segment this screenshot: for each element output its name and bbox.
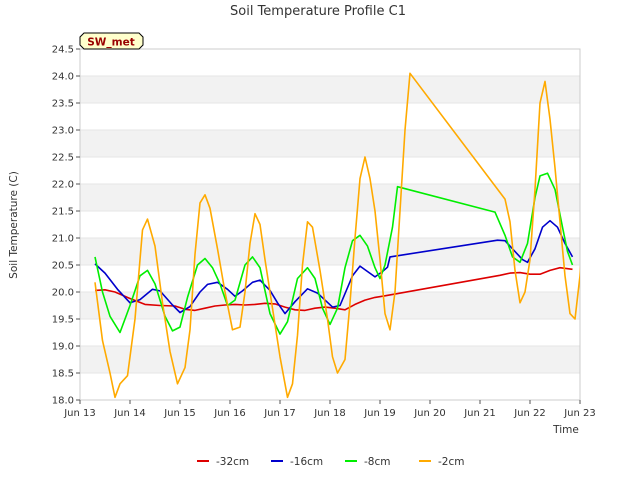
y-tick-label: 23.0 xyxy=(52,126,74,137)
background-band xyxy=(80,238,580,265)
y-tick-label: 20.0 xyxy=(52,288,74,299)
x-tick-label: Jun 16 xyxy=(213,408,246,419)
y-axis-label: Soil Temperature (C) xyxy=(8,171,20,279)
station-badge: SW_met xyxy=(79,32,144,50)
background-band xyxy=(80,184,580,211)
y-tick-label: 22.0 xyxy=(52,180,74,191)
series-lines xyxy=(94,72,580,399)
station-badge-box xyxy=(79,32,144,50)
y-tick-label: 18.5 xyxy=(52,369,74,380)
y-tick-label: 24.0 xyxy=(52,72,74,83)
legend: -32cm -16cm -8cm -2cm xyxy=(197,456,464,468)
background-band xyxy=(80,157,580,184)
x-tick-label: Jun 18 xyxy=(313,408,346,419)
y-tick-label: 19.5 xyxy=(52,315,74,326)
x-tick-label: Jun 19 xyxy=(363,408,396,419)
series-line-16cm xyxy=(94,219,574,315)
legend-label: -2cm xyxy=(438,456,464,468)
y-axis-ticks: 18.0 18.5 19.0 19.5 20.0 20.5 21.0 21.5 22.0 22.5… xyxy=(52,45,80,407)
x-tick-label: Jun 14 xyxy=(113,408,146,419)
legend-label: -32cm xyxy=(216,456,249,468)
background-band xyxy=(80,103,580,130)
background-band xyxy=(80,49,580,76)
y-tick-label: 23.5 xyxy=(52,99,74,110)
background-band xyxy=(80,346,580,373)
x-tick-label: Jun 23 xyxy=(563,408,596,419)
legend-label: -16cm xyxy=(290,456,323,468)
background-bands xyxy=(80,49,580,400)
series-line-2cm xyxy=(94,72,580,399)
y-tick-label: 22.5 xyxy=(52,153,74,164)
y-tick-label: 21.5 xyxy=(52,207,74,218)
x-tick-label: Jun 22 xyxy=(513,408,546,419)
series-line-8cm xyxy=(94,172,574,335)
background-band xyxy=(80,373,580,400)
x-axis-ticks: Jun 13 Jun 14 Jun 15 Jun 16 Jun 17 Jun 18 Jun … xyxy=(63,400,596,419)
station-badge-label: SW_met xyxy=(87,37,134,49)
y-tick-label: 20.5 xyxy=(52,261,74,272)
chart-title: Soil Temperature Profile C1 xyxy=(230,4,406,19)
legend-label: -8cm xyxy=(364,456,390,468)
background-band xyxy=(80,76,580,103)
x-tick-label: Jun 21 xyxy=(463,408,496,419)
x-tick-label: Jun 20 xyxy=(413,408,446,419)
x-tick-label: Jun 15 xyxy=(163,408,196,419)
background-band xyxy=(80,265,580,292)
x-tick-label: Jun 13 xyxy=(63,408,96,419)
y-tick-label: 21.0 xyxy=(52,234,74,245)
y-tick-label: 19.0 xyxy=(52,342,74,353)
x-tick-label: Jun 17 xyxy=(263,408,296,419)
y-tick-label: 24.5 xyxy=(52,45,74,56)
y-tick-label: 18.0 xyxy=(52,396,74,407)
x-axis-label: Time xyxy=(552,424,579,436)
background-band xyxy=(80,130,580,157)
